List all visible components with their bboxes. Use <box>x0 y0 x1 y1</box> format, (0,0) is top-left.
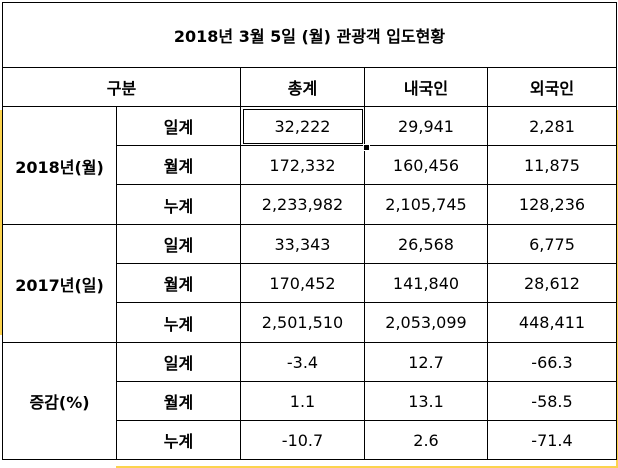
cell-domestic[interactable]: 2.6 <box>364 420 488 460</box>
cell-total[interactable]: 2,501,510 <box>240 302 365 343</box>
table-row: 월계 170,452 141,840 28,612 <box>3 263 617 303</box>
cell-total[interactable]: 33,343 <box>240 224 365 264</box>
cell-foreign[interactable]: 28,612 <box>487 263 617 303</box>
cell-total[interactable]: 172,332 <box>240 145 365 185</box>
table-row: 월계 1.1 13.1 -58.5 <box>3 381 617 421</box>
table-row: 누계 -10.7 2.6 -71.4 <box>3 420 617 460</box>
cell-foreign[interactable]: 448,411 <box>487 302 617 343</box>
cell-total[interactable]: -10.7 <box>240 420 365 460</box>
row-edge-highlight <box>116 466 618 468</box>
group-label-2018[interactable]: 2018년(월) <box>2 106 117 225</box>
cell-domestic[interactable]: 2,105,745 <box>364 184 488 225</box>
header-foreign[interactable]: 외국인 <box>487 67 617 107</box>
row-label[interactable]: 월계 <box>116 263 241 303</box>
row-label[interactable]: 일계 <box>116 224 241 264</box>
header-category[interactable]: 구분 <box>2 67 241 107</box>
cell-domestic[interactable]: 2,053,099 <box>364 302 488 343</box>
group-label-change[interactable]: 증감(%) <box>2 342 117 460</box>
row-header-highlight <box>0 110 3 335</box>
table-title[interactable]: 2018년 3월 5일 (월) 관광객 입도현황 <box>2 2 617 68</box>
row-label[interactable]: 월계 <box>116 381 241 421</box>
cell-foreign[interactable]: -71.4 <box>487 420 617 460</box>
cell-foreign[interactable]: 11,875 <box>487 145 617 185</box>
table-row: 2018년(월) 일계 32,222 29,941 2,281 <box>2 106 617 225</box>
cell-foreign[interactable]: 128,236 <box>487 184 617 225</box>
header-domestic[interactable]: 내국인 <box>364 67 488 107</box>
visitor-table: 2018년 3월 5일 (월) 관광객 입도현황 구분 총계 내국인 외국인 2… <box>2 2 617 460</box>
cell-domestic[interactable]: 29,941 <box>364 106 488 146</box>
row-label[interactable]: 월계 <box>116 145 241 185</box>
column-edge-highlight <box>616 110 618 468</box>
table-row: 증감(%) 일계 -3.4 12.7 -66.3 <box>2 342 617 460</box>
cell-foreign[interactable]: 6,775 <box>487 224 617 264</box>
row-label[interactable]: 누계 <box>116 184 241 225</box>
cell-domestic[interactable]: 12.7 <box>364 342 488 382</box>
cell-domestic[interactable]: 141,840 <box>364 263 488 303</box>
header-total[interactable]: 총계 <box>240 67 365 107</box>
selection-fill-handle[interactable] <box>363 144 370 151</box>
cell-total[interactable]: 2,233,982 <box>240 184 365 225</box>
cell-foreign[interactable]: 2,281 <box>487 106 617 146</box>
row-label[interactable]: 일계 <box>116 342 241 382</box>
cell-total[interactable]: 1.1 <box>240 381 365 421</box>
row-label[interactable]: 누계 <box>116 420 241 460</box>
cell-domestic[interactable]: 26,568 <box>364 224 488 264</box>
table-row: 2017년(일) 일계 33,343 26,568 6,775 <box>2 224 617 343</box>
cell-total[interactable]: 170,452 <box>240 263 365 303</box>
group-label-2017[interactable]: 2017년(일) <box>2 224 117 343</box>
cell-domestic[interactable]: 13.1 <box>364 381 488 421</box>
cell-foreign[interactable]: -58.5 <box>487 381 617 421</box>
cell-total[interactable]: -3.4 <box>240 342 365 382</box>
cell-total[interactable]: 32,222 <box>240 106 365 146</box>
table-row: 누계 2,501,510 2,053,099 448,411 <box>3 302 617 343</box>
cell-domestic[interactable]: 160,456 <box>364 145 488 185</box>
cell-foreign[interactable]: -66.3 <box>487 342 617 382</box>
row-label[interactable]: 일계 <box>116 106 241 146</box>
row-label[interactable]: 누계 <box>116 302 241 343</box>
